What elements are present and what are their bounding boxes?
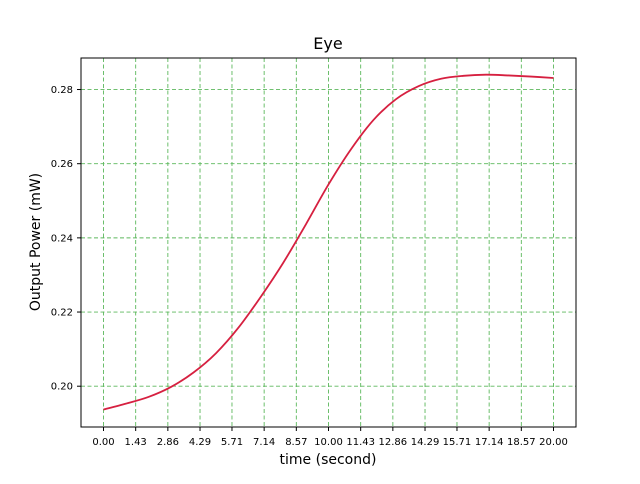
y-tick-label: 0.20 (51, 382, 73, 393)
x-tick-label: 12.86 (379, 437, 408, 448)
x-tick-label: 10.00 (314, 437, 343, 448)
x-tick-label: 7.14 (253, 437, 275, 448)
chart-title: Eye (313, 34, 342, 53)
x-tick-label: 8.57 (285, 437, 307, 448)
x-tick-label: 5.71 (221, 437, 243, 448)
x-tick-label: 15.71 (443, 437, 472, 448)
x-tick-label: 4.29 (189, 437, 211, 448)
y-tick-label: 0.24 (51, 233, 73, 244)
series-layer (103, 73, 554, 411)
series-line (103, 73, 554, 411)
x-tick-label: 11.43 (346, 437, 375, 448)
x-tick-label: 20.00 (539, 437, 568, 448)
y-tick-label: 0.22 (51, 308, 73, 319)
x-tick-label: 17.14 (475, 437, 504, 448)
x-tick-label: 1.43 (125, 437, 147, 448)
x-tick-label: 0.00 (92, 437, 114, 448)
grid-lines (81, 58, 576, 427)
x-tick-label: 14.29 (411, 437, 440, 448)
y-tick-label: 0.26 (51, 159, 73, 170)
y-axis-title: Output Power (mW) (28, 173, 44, 311)
x-tick-label: 18.57 (507, 437, 536, 448)
axis-ticks: 0.00 1.43 2.86 4.29 5.71 7.14 8.57 10.00 11.43 12… (51, 85, 568, 448)
x-tick-label: 2.86 (157, 437, 179, 448)
x-axis-title: time (second) (280, 452, 377, 468)
y-tick-label: 0.28 (51, 85, 73, 96)
